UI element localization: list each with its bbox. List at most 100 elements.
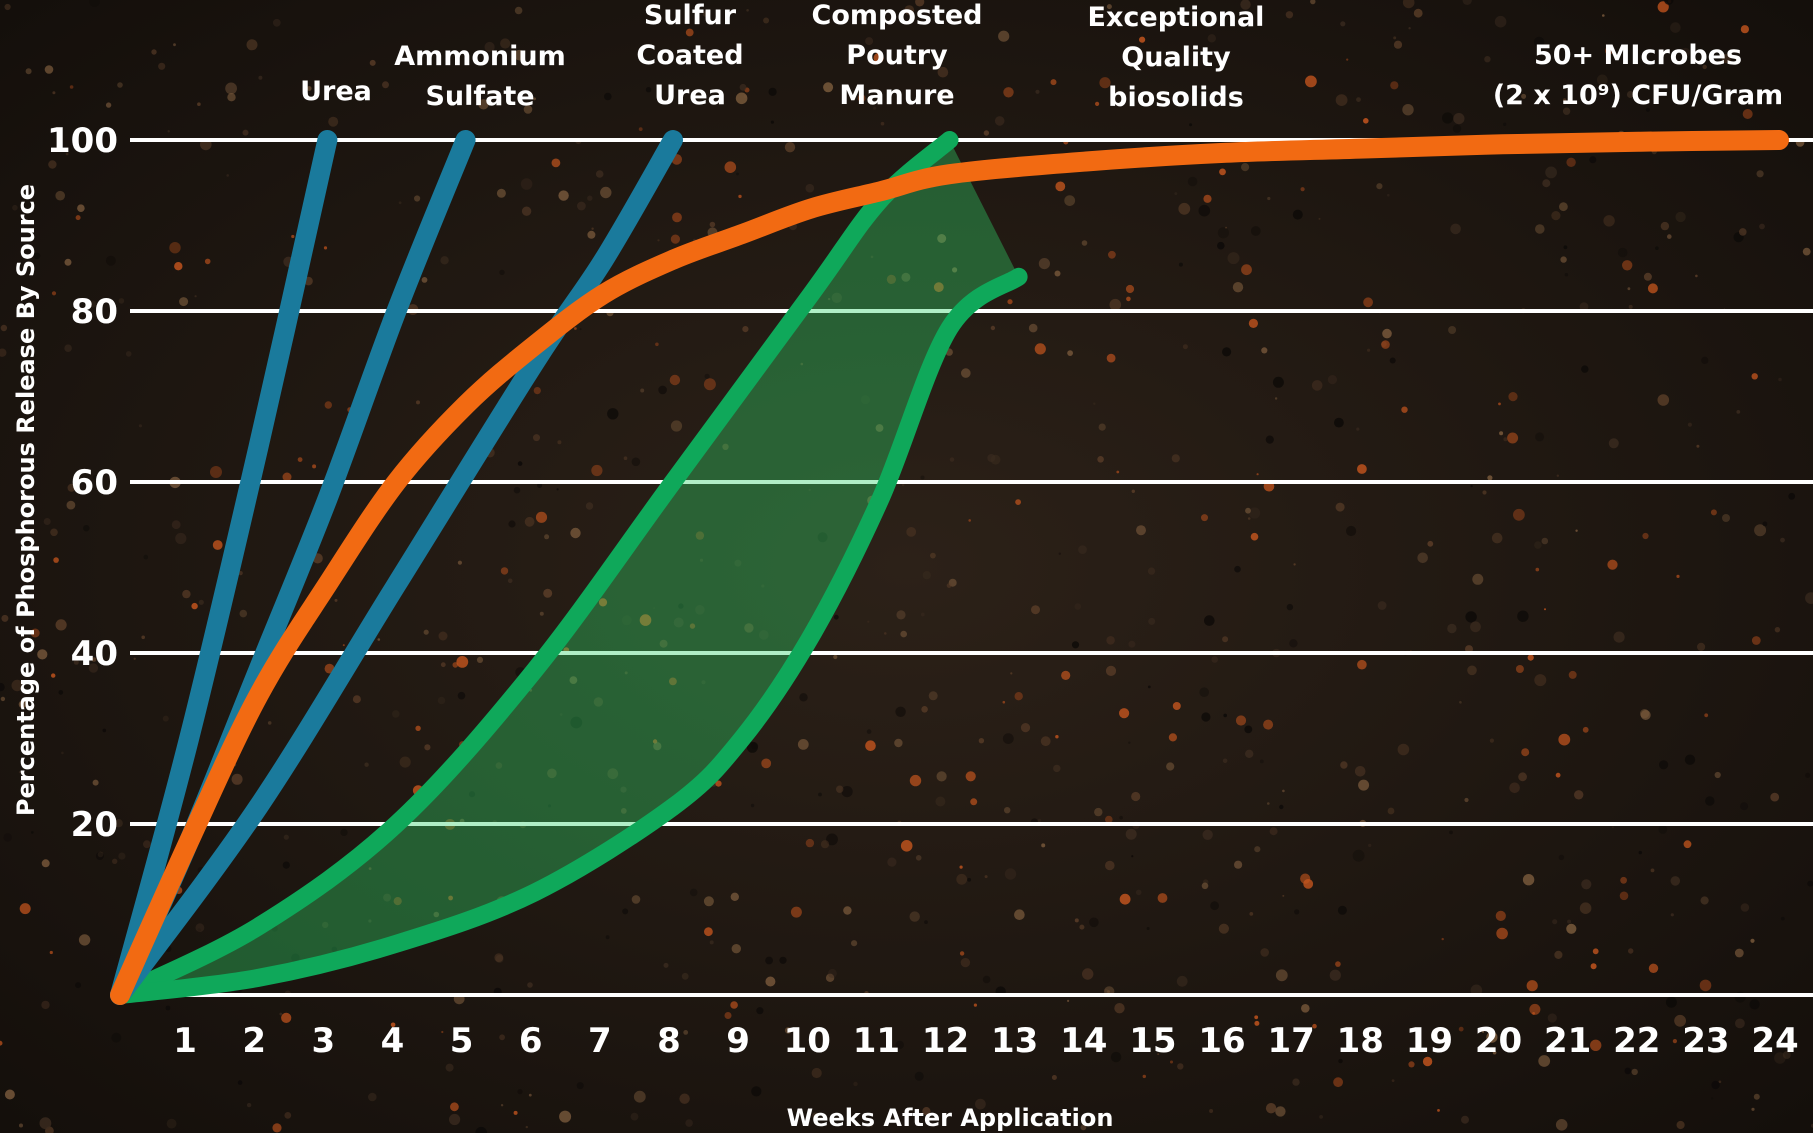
soil-speckle	[438, 631, 448, 641]
soil-speckle	[1209, 1109, 1214, 1113]
soil-speckle	[1338, 1058, 1343, 1064]
soil-speckle	[1301, 1004, 1310, 1013]
soil-speckle	[973, 1003, 978, 1007]
soil-speckle	[1437, 1109, 1440, 1112]
soil-speckle	[1579, 902, 1592, 914]
soil-speckle	[896, 610, 906, 620]
soil-speckle	[1119, 815, 1123, 820]
series-line-sulfur-coated-urea	[110, 130, 683, 1005]
soil-speckle	[1265, 1103, 1277, 1114]
soil-speckle	[1619, 891, 1629, 901]
soil-speckle	[368, 1092, 377, 1102]
soil-speckle	[1357, 659, 1367, 670]
soil-speckle	[699, 558, 704, 562]
soil-speckle	[576, 1082, 584, 1090]
soil-speckle	[1153, 1043, 1156, 1046]
soil-speckle	[1227, 252, 1240, 265]
soil-speckle	[1722, 514, 1730, 522]
soil-speckle	[1346, 58, 1349, 61]
soil-speckle	[984, 875, 988, 879]
soil-speckle	[1235, 715, 1247, 726]
soil-speckle	[1560, 256, 1567, 263]
soil-speckle	[95, 852, 104, 860]
soil-speckle	[937, 66, 949, 78]
soil-speckle	[291, 234, 295, 239]
soil-speckle	[587, 195, 593, 201]
series-label-line: Manure	[839, 80, 954, 111]
soil-speckle	[1740, 802, 1749, 811]
soil-speckle	[1080, 1124, 1087, 1131]
soil-speckle	[1498, 402, 1501, 406]
soil-speckle	[670, 234, 681, 244]
soil-speckle	[1532, 1012, 1535, 1015]
soil-speckle	[1655, 246, 1659, 250]
soil-speckle	[1659, 760, 1669, 770]
soil-speckle	[1244, 725, 1253, 734]
soil-speckle	[591, 227, 594, 230]
x-tick-label: 19	[1406, 1021, 1453, 1061]
soil-speckle	[736, 172, 739, 176]
soil-speckle	[118, 298, 125, 304]
soil-speckle	[4, 1089, 15, 1100]
soil-speckle	[805, 838, 815, 848]
soil-speckle	[1608, 438, 1619, 449]
soil-speckle	[77, 204, 85, 212]
soil-speckle	[1643, 272, 1652, 281]
soil-speckle	[416, 400, 420, 405]
soil-speckle	[312, 464, 317, 469]
soil-speckle	[1225, 226, 1227, 229]
soil-speckle	[1617, 247, 1628, 258]
soil-speckle	[928, 691, 938, 701]
soil-speckle	[18, 700, 27, 709]
soil-speckle	[1462, 0, 1472, 5]
soil-speckle	[1071, 641, 1080, 649]
soil-speckle	[1196, 87, 1204, 96]
soil-speckle	[1285, 11, 1294, 19]
soil-speckle	[1535, 567, 1540, 572]
soil-speckle	[513, 1110, 518, 1115]
x-tick-label: 12	[922, 1021, 969, 1061]
soil-speckle	[1289, 639, 1298, 648]
soil-speckle	[1522, 874, 1535, 886]
soil-speckle	[495, 762, 503, 769]
soil-speckle	[1660, 221, 1670, 231]
y-tick-label: 40	[71, 634, 118, 674]
soil-speckle	[1201, 712, 1211, 722]
soil-speckle	[1107, 990, 1110, 994]
soil-speckle	[1189, 123, 1193, 127]
soil-speckle	[887, 857, 897, 867]
soil-speckle	[914, 1071, 924, 1081]
soil-speckle	[1788, 492, 1796, 500]
soil-speckle	[722, 443, 729, 450]
soil-speckle	[1701, 356, 1709, 364]
soil-speckle	[1279, 804, 1284, 810]
soil-speckle	[143, 554, 149, 560]
soil-speckle	[508, 520, 516, 528]
soil-speckle	[334, 598, 338, 602]
series-label-ammonium-sulfate: Ammonium Sulfate	[394, 41, 566, 112]
soil-speckle	[1538, 1055, 1551, 1067]
soil-speckle	[1387, 807, 1395, 815]
x-tick-label: 7	[588, 1021, 612, 1061]
soil-speckle	[1770, 792, 1780, 802]
soil-speckle	[1201, 882, 1209, 890]
soil-speckle	[449, 1113, 461, 1126]
soil-speckle	[1759, 223, 1765, 230]
soil-speckle	[702, 10, 709, 17]
soil-speckle	[61, 751, 64, 755]
soil-speckle	[1670, 876, 1681, 886]
series-label-line: Urea	[300, 76, 372, 107]
soil-speckle	[1670, 913, 1674, 917]
soil-speckle	[638, 127, 643, 131]
soil-speckle	[574, 327, 577, 330]
soil-speckle	[1589, 156, 1597, 164]
soil-speckle	[1555, 772, 1561, 778]
soil-speckle	[1114, 1003, 1125, 1014]
soil-speckle	[1248, 318, 1258, 328]
soil-speckle	[826, 833, 838, 846]
soil-speckle	[1178, 202, 1191, 215]
soil-speckle	[1249, 507, 1261, 519]
soil-speckle	[683, 1030, 689, 1035]
soil-speckle	[731, 944, 741, 954]
soil-speckle	[924, 920, 928, 924]
